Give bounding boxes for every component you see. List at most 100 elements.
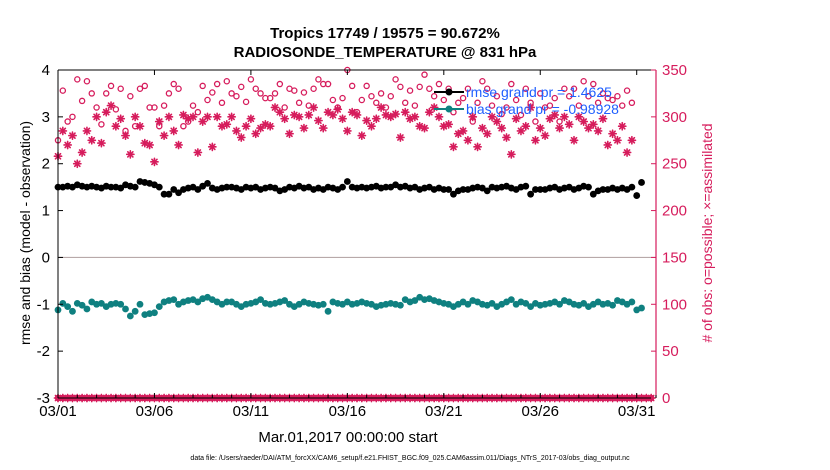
obs-possible-point xyxy=(78,97,86,105)
bias-point xyxy=(319,300,327,308)
obs-possible-point xyxy=(479,77,486,85)
obs-assimilated-point xyxy=(130,112,140,122)
obs-assimilated-point xyxy=(338,114,347,124)
obs-possible-point xyxy=(392,76,399,83)
obs-assimilated-point xyxy=(193,148,203,157)
rmse-point xyxy=(339,183,346,191)
obs-assimilated-point xyxy=(627,135,637,145)
rmse-point xyxy=(483,187,491,195)
obs-possible-point xyxy=(609,96,616,104)
obs-assimilated-point xyxy=(265,121,275,131)
obs-possible-point xyxy=(242,98,250,106)
obs-possible-point xyxy=(223,77,231,85)
obs-possible-point xyxy=(474,99,481,107)
obs-possible-point xyxy=(238,83,245,91)
obs-possible-point xyxy=(493,92,501,100)
obs-possible-point xyxy=(459,94,467,102)
obs-possible-point xyxy=(93,104,100,111)
rmse-point xyxy=(107,183,115,191)
legend-bias-marker xyxy=(445,105,453,113)
obs-assimilated-point xyxy=(285,129,294,139)
obs-assimilated-point xyxy=(246,114,256,124)
obs-assimilated-point xyxy=(304,110,314,120)
obs-assimilated-point xyxy=(106,101,116,111)
obs-assimilated-point xyxy=(232,126,241,136)
obs-possible-point xyxy=(329,96,337,104)
legend-rmse-label: rmse grand pr = 1.4625 xyxy=(466,84,612,100)
rmse-point xyxy=(450,190,457,198)
x-axis-label: Mar.01,2017 00:00:00 start xyxy=(258,429,438,446)
obs-possible-point xyxy=(204,96,211,104)
obs-possible-point xyxy=(628,99,636,107)
x-tick-label: 03/26 xyxy=(521,403,559,420)
y-tick-left-label: 0 xyxy=(42,249,50,266)
y-tick-left-label: 4 xyxy=(42,62,50,79)
obs-possible-point xyxy=(175,85,182,92)
legend-rmse-marker xyxy=(445,88,453,96)
obs-assimilated-point xyxy=(135,121,145,131)
obs-possible-point xyxy=(483,85,491,92)
obs-possible-point xyxy=(252,85,259,92)
obs-assimilated-point xyxy=(482,129,492,139)
rmse-point xyxy=(522,182,530,190)
rmse-point xyxy=(628,183,636,191)
obs-possible-point xyxy=(102,90,110,97)
obs-assimilated-point xyxy=(174,140,183,150)
rmse-point xyxy=(527,190,535,198)
obs-assimilated-point xyxy=(444,119,454,129)
obs-possible-point xyxy=(537,90,544,97)
y-label-left: rmse and bias (model - observation) xyxy=(17,121,33,345)
bias-point xyxy=(609,301,616,309)
obs-assimilated-point xyxy=(294,112,304,122)
obs-assimilated-point xyxy=(236,133,246,142)
x-tick-label: 03/01 xyxy=(39,403,77,420)
obs-possible-point xyxy=(508,80,515,88)
obs-assimilated-point xyxy=(92,112,101,122)
obs-assimilated-point xyxy=(458,126,468,136)
y-tick-right-label: 150 xyxy=(662,249,687,266)
obs-possible-point xyxy=(218,99,226,107)
rmse-point xyxy=(532,186,539,193)
obs-possible-point xyxy=(532,118,539,125)
obs-possible-point xyxy=(127,92,134,100)
obs-assimilated-point xyxy=(188,112,198,122)
obs-possible-point xyxy=(358,96,366,104)
obs-possible-point xyxy=(599,90,607,97)
obs-assimilated-point xyxy=(473,142,482,152)
obs-assimilated-point xyxy=(593,126,603,136)
obs-assimilated-point xyxy=(531,135,540,145)
obs-assimilated-point xyxy=(617,121,627,131)
obs-assimilated-point xyxy=(125,149,135,159)
obs-assimilated-point xyxy=(449,142,458,152)
obs-possible-point xyxy=(266,94,274,102)
axes xyxy=(57,69,657,399)
bias-point xyxy=(78,301,86,309)
bias-point xyxy=(556,300,563,308)
obs-possible-point xyxy=(315,76,322,83)
obs-assimilated-point xyxy=(477,123,487,133)
obs-assimilated-point xyxy=(145,140,155,150)
obs-possible-point xyxy=(107,82,115,90)
obs-possible-point xyxy=(411,102,419,109)
bias-point xyxy=(464,300,472,308)
obs-assimilated-point xyxy=(318,123,328,133)
obs-possible-point xyxy=(363,82,370,90)
obs-possible-point xyxy=(503,104,510,111)
obs-assimilated-point xyxy=(241,121,251,131)
obs-possible-point xyxy=(160,102,168,109)
obs-possible-point xyxy=(180,122,187,130)
rmse-point xyxy=(440,186,448,193)
y-label-right: # of obs: o=possible; ×=assimilated xyxy=(699,123,715,342)
bias-point xyxy=(257,296,264,303)
y-ticks-right: 0 50 100 150 200 250 300 350 xyxy=(651,62,687,407)
obs-possible-point xyxy=(614,92,621,100)
obs-possible-point xyxy=(281,104,288,111)
obs-possible-point xyxy=(324,80,332,88)
y-tick-right-label: 350 xyxy=(662,62,687,79)
obs-assimilated-point xyxy=(608,129,617,139)
obs-assimilated-point xyxy=(121,131,130,140)
obs-assimilated-point xyxy=(371,114,381,124)
rmse-point xyxy=(638,179,645,186)
obs-assimilated-point xyxy=(564,119,574,129)
obs-assimilated-point xyxy=(569,135,579,145)
